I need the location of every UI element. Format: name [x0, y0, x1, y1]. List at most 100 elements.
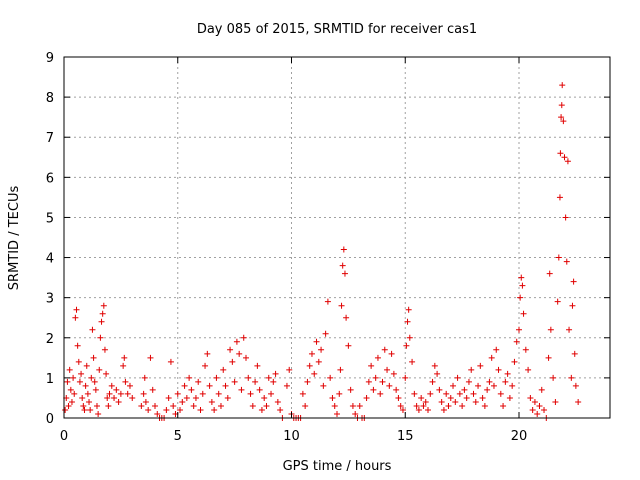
data-point — [283, 382, 290, 389]
data-point — [206, 382, 213, 389]
data-point — [76, 378, 83, 385]
data-point — [511, 358, 518, 365]
data-point — [238, 386, 245, 393]
data-point — [220, 366, 227, 373]
data-point — [70, 374, 77, 381]
data-point — [95, 410, 102, 417]
data-point — [336, 390, 343, 397]
data-point — [550, 374, 557, 381]
data-point — [525, 366, 532, 373]
data-point — [447, 394, 454, 401]
data-point — [506, 394, 513, 401]
data-point — [541, 406, 548, 413]
data-point — [181, 382, 188, 389]
y-tick-label: 2 — [46, 332, 54, 347]
data-point — [149, 386, 156, 393]
data-point — [179, 398, 186, 405]
x-tick-label: 0 — [60, 429, 68, 444]
data-point — [395, 394, 402, 401]
data-point — [79, 394, 86, 401]
y-tick-label: 7 — [46, 131, 54, 146]
data-point — [519, 282, 526, 289]
data-point — [356, 402, 363, 409]
data-point — [404, 318, 411, 325]
data-point — [343, 314, 350, 321]
data-point — [167, 358, 174, 365]
data-point — [461, 386, 468, 393]
data-point — [363, 394, 370, 401]
x-tick-label: 10 — [283, 429, 300, 444]
data-point — [73, 306, 80, 313]
data-point — [265, 374, 272, 381]
data-point — [403, 342, 410, 349]
data-point — [440, 406, 447, 413]
data-point — [108, 382, 115, 389]
data-point — [270, 378, 277, 385]
data-point — [347, 386, 354, 393]
y-tick-label: 4 — [46, 252, 54, 267]
data-point — [575, 398, 582, 405]
data-point — [103, 370, 110, 377]
data-point — [420, 402, 427, 409]
data-point — [215, 390, 222, 397]
data-point — [429, 378, 436, 385]
data-point — [154, 410, 161, 417]
data-point — [445, 402, 452, 409]
data-point — [87, 406, 94, 413]
data-point — [569, 302, 576, 309]
data-point — [315, 358, 322, 365]
data-point — [195, 378, 202, 385]
data-point — [572, 382, 579, 389]
data-point — [318, 346, 325, 353]
data-point — [450, 382, 457, 389]
data-point — [141, 374, 148, 381]
data-point — [240, 334, 247, 341]
data-point — [422, 398, 429, 405]
data-point — [98, 318, 105, 325]
data-point — [384, 366, 391, 373]
data-point — [477, 362, 484, 369]
data-point — [552, 398, 559, 405]
data-point — [337, 366, 344, 373]
data-point — [140, 390, 147, 397]
data-point — [339, 262, 346, 269]
data-point — [313, 338, 320, 345]
data-point — [145, 406, 152, 413]
data-point — [425, 406, 431, 413]
data-point — [299, 390, 306, 397]
y-tick-label: 3 — [46, 292, 54, 307]
data-point — [192, 394, 199, 401]
data-point — [352, 410, 359, 417]
data-point — [72, 314, 79, 321]
data-point — [557, 150, 564, 157]
x-tick-label: 5 — [174, 429, 182, 444]
data-point — [99, 310, 106, 317]
data-point — [245, 374, 252, 381]
data-point — [341, 270, 348, 277]
data-point — [500, 402, 507, 409]
data-point — [80, 402, 87, 409]
data-point — [338, 302, 345, 309]
data-point — [197, 406, 204, 413]
data-point — [470, 390, 477, 397]
data-point — [377, 390, 384, 397]
data-point — [388, 350, 395, 357]
data-point — [208, 398, 215, 405]
data-point — [365, 378, 372, 385]
data-point — [115, 398, 122, 405]
data-point — [454, 374, 461, 381]
data-point — [415, 406, 422, 413]
data-point — [468, 366, 475, 373]
data-point — [65, 402, 72, 409]
data-point — [558, 114, 565, 121]
data-point — [546, 270, 553, 277]
data-point — [547, 326, 554, 333]
data-point — [122, 378, 129, 385]
data-point — [222, 382, 229, 389]
data-point — [254, 362, 261, 369]
data-point — [560, 118, 567, 125]
data-point — [488, 354, 495, 361]
data-point — [405, 306, 412, 313]
data-point — [66, 366, 73, 373]
